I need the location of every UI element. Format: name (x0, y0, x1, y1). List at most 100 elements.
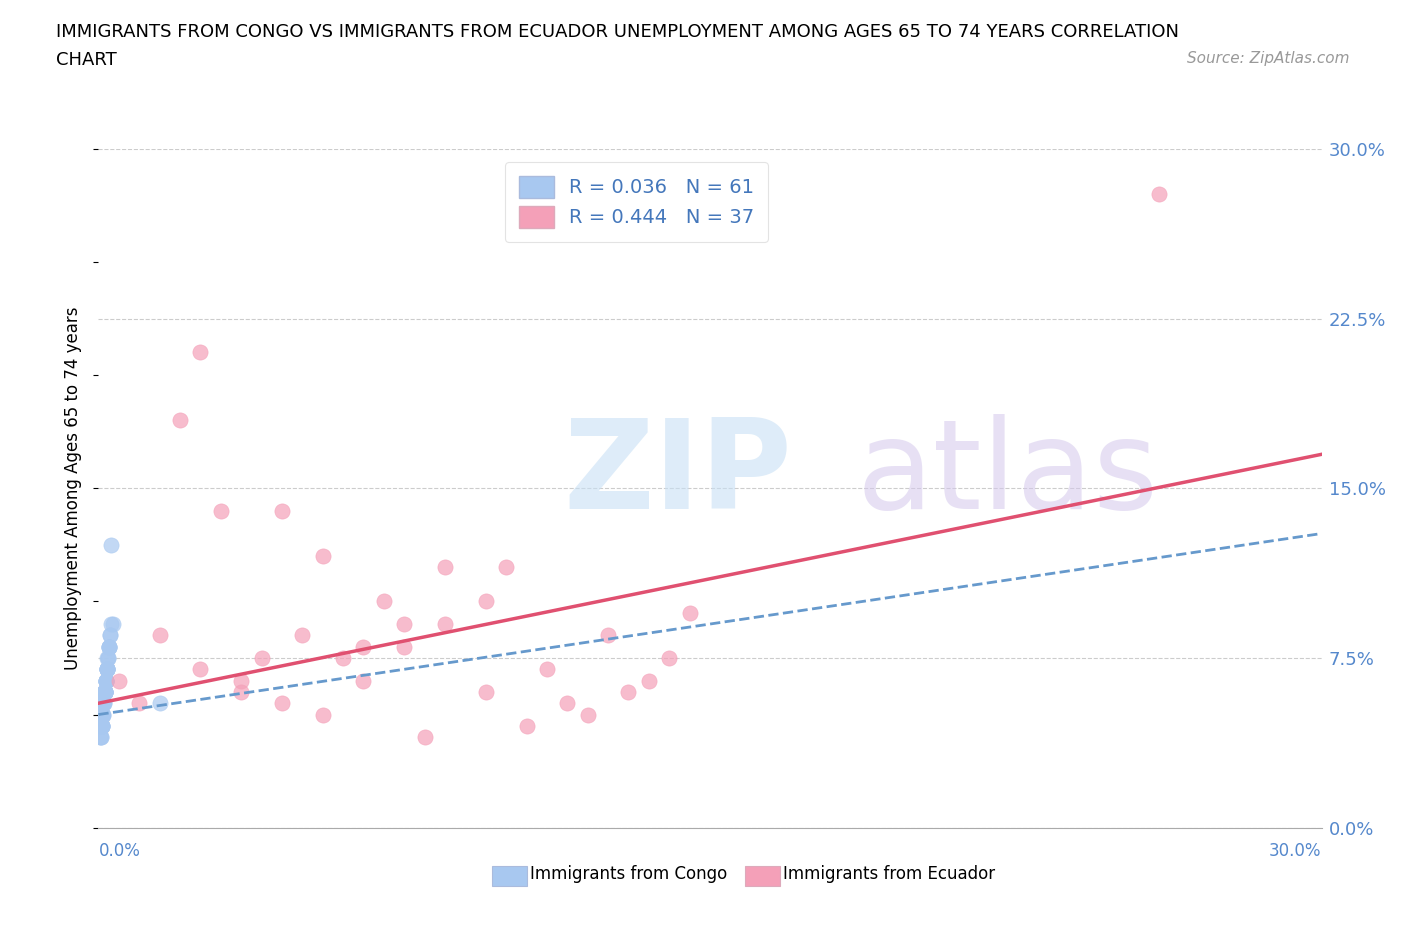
Point (96, 651, 118, 666)
Point (96, 662, 118, 677)
Point (96, 662, 118, 677)
Point (188, 662, 212, 677)
Point (93, 684, 115, 699)
Point (90, 719, 112, 734)
Legend: R = 0.036   N = 61, R = 0.444   N = 37: R = 0.036 N = 61, R = 0.444 N = 37 (505, 162, 768, 242)
Point (98, 628, 121, 643)
Point (312, 707, 335, 722)
Point (638, 673, 661, 688)
Text: CHART: CHART (56, 51, 117, 69)
Point (679, 605, 702, 620)
Point (576, 707, 599, 722)
Point (91, 707, 114, 722)
Point (128, 696, 150, 711)
Point (270, 503, 294, 518)
Point (96, 662, 118, 677)
Point (270, 696, 294, 711)
Point (94, 673, 117, 688)
Point (209, 503, 232, 518)
Point (557, 696, 579, 711)
Point (108, 673, 131, 688)
Point (91, 707, 114, 722)
Point (250, 651, 273, 666)
Point (596, 628, 619, 643)
Point (96, 662, 118, 677)
Point (93, 684, 115, 699)
Point (149, 628, 172, 643)
Point (433, 617, 456, 631)
Point (94, 684, 117, 699)
Point (96, 662, 118, 677)
Point (392, 617, 416, 631)
Point (332, 651, 354, 666)
Point (91, 696, 114, 711)
Point (93, 696, 115, 711)
Point (617, 684, 640, 699)
Text: atlas: atlas (856, 414, 1159, 535)
Point (98, 639, 121, 654)
Point (97, 651, 120, 666)
Point (90, 719, 112, 734)
Point (98, 628, 121, 643)
Point (91, 707, 114, 722)
Point (94, 673, 117, 688)
Point (169, 413, 191, 428)
Point (91, 696, 114, 711)
Point (91, 696, 114, 711)
Point (91, 707, 114, 722)
Point (96, 662, 118, 677)
Text: Immigrants from Congo: Immigrants from Congo (530, 865, 727, 884)
Point (94, 673, 117, 688)
Point (96, 673, 118, 688)
Point (91, 707, 114, 722)
Point (352, 673, 374, 688)
Point (93, 684, 115, 699)
Point (100, 538, 122, 552)
Point (149, 696, 172, 711)
Text: 0.0%: 0.0% (98, 842, 141, 859)
Point (90, 719, 112, 734)
Point (474, 684, 498, 699)
Text: Immigrants from Ecuador: Immigrants from Ecuador (783, 865, 995, 884)
Point (90, 730, 112, 745)
Point (94, 684, 117, 699)
Point (1147, 187, 1170, 202)
Point (93, 684, 115, 699)
Point (90, 719, 112, 734)
Point (474, 594, 498, 609)
Point (97, 651, 120, 666)
Point (312, 549, 335, 564)
Point (90, 719, 112, 734)
Text: 30.0%: 30.0% (1270, 842, 1322, 859)
Point (536, 662, 558, 677)
Point (93, 696, 115, 711)
Point (658, 651, 681, 666)
Point (91, 696, 114, 711)
Point (433, 560, 456, 575)
Y-axis label: Unemployment Among Ages 65 to 74 years: Unemployment Among Ages 65 to 74 years (65, 307, 83, 670)
Text: ZIP: ZIP (564, 414, 792, 535)
Point (97, 639, 120, 654)
Point (91, 707, 114, 722)
Text: IMMIGRANTS FROM CONGO VS IMMIGRANTS FROM ECUADOR UNEMPLOYMENT AMONG AGES 65 TO 7: IMMIGRANTS FROM CONGO VS IMMIGRANTS FROM… (56, 23, 1180, 41)
Point (91, 696, 114, 711)
Text: Source: ZipAtlas.com: Source: ZipAtlas.com (1187, 51, 1350, 66)
Point (91, 707, 114, 722)
Point (231, 684, 253, 699)
Point (188, 345, 212, 360)
Point (97, 639, 120, 654)
Point (101, 617, 124, 631)
Point (89, 730, 111, 745)
Point (96, 673, 118, 688)
Point (352, 639, 374, 654)
Point (100, 617, 122, 631)
Point (516, 719, 538, 734)
Point (91, 696, 114, 711)
Point (93, 684, 115, 699)
Point (96, 673, 118, 688)
Point (291, 628, 314, 643)
Point (90, 719, 112, 734)
Point (93, 684, 115, 699)
Point (93, 684, 115, 699)
Point (90, 719, 112, 734)
